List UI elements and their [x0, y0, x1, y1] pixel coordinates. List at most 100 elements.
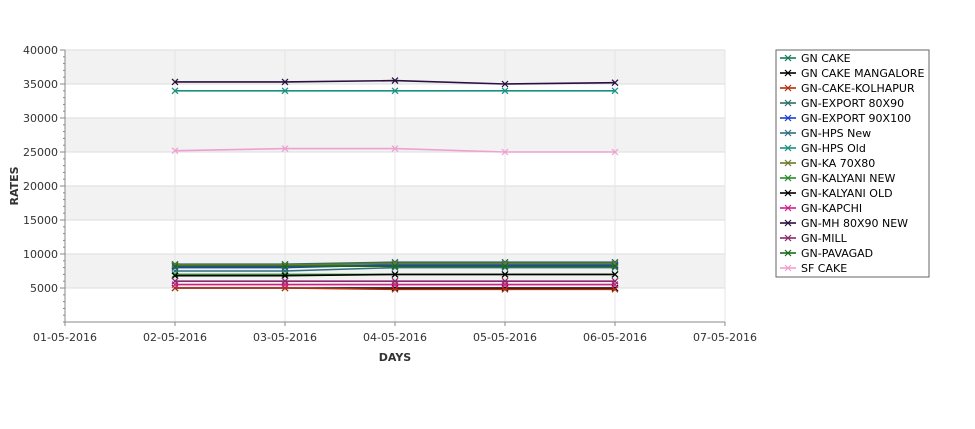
x-tick-label: 01-05-2016 — [33, 331, 97, 344]
y-tick-label: 15000 — [23, 214, 58, 227]
data-point — [501, 148, 509, 156]
y-tick-label: 20000 — [23, 180, 58, 193]
legend-marker — [784, 249, 792, 257]
data-point — [171, 272, 179, 280]
legend-marker — [784, 264, 792, 272]
legend-marker — [784, 54, 792, 62]
data-point — [391, 277, 399, 285]
y-tick-label: 5000 — [30, 282, 58, 295]
series-gn-pavagad — [171, 262, 619, 270]
x-tick-label: 02-05-2016 — [143, 331, 207, 344]
y-axis-ticks: 5000 10000 15000 20000 25000 30000 35000 40000 — [23, 44, 65, 295]
data-point — [611, 87, 619, 95]
data-point — [391, 87, 399, 95]
legend-marker — [784, 204, 792, 212]
x-tick-label: 05-05-2016 — [473, 331, 537, 344]
legend-label: GN-EXPORT 90X100 — [801, 112, 911, 125]
legend-entry: GN-MH 80X90 NEW — [780, 217, 908, 230]
data-point — [501, 270, 509, 278]
data-point — [501, 262, 509, 270]
series-gn-kalyani-old — [171, 270, 619, 280]
y-tick-label: 30000 — [23, 112, 58, 125]
legend-label: GN-KALYANI NEW — [801, 172, 895, 185]
data-point — [391, 145, 399, 153]
legend-label: SF CAKE — [801, 262, 847, 275]
data-point — [171, 147, 179, 155]
legend-marker — [784, 189, 792, 197]
x-axis-title: DAYS — [379, 351, 412, 364]
y-tick-label: 25000 — [23, 146, 58, 159]
legend-marker — [784, 114, 792, 122]
legend-entry: GN-KALYANI NEW — [780, 172, 895, 185]
legend-label: GN CAKE MANGALORE — [801, 67, 924, 80]
series-gn-mill — [171, 277, 619, 285]
data-point — [171, 78, 179, 86]
legend-label: GN-KALYANI OLD — [801, 187, 893, 200]
legend-entry: GN CAKE MANGALORE — [780, 67, 924, 80]
data-point — [611, 79, 619, 87]
legend-label: GN CAKE — [801, 52, 851, 65]
legend-marker — [784, 234, 792, 242]
data-point — [391, 270, 399, 278]
series-gn-kapchi — [171, 281, 619, 289]
data-point — [611, 270, 619, 278]
data-point — [501, 277, 509, 285]
data-point — [501, 87, 509, 95]
legend: GN CAKE GN CAKE MANGALORE GN-CAKE-KOLHAPUR… — [775, 49, 930, 278]
series-lines — [171, 77, 619, 293]
data-point — [391, 262, 399, 270]
legend-marker — [784, 99, 792, 107]
legend-entry: GN-HPS Old — [780, 142, 866, 155]
series-gn-hps-old — [171, 87, 619, 95]
y-axis-title: RATES — [8, 166, 21, 205]
data-point — [171, 87, 179, 95]
legend-marker — [784, 144, 792, 152]
legend-marker — [784, 129, 792, 137]
legend-entry: GN-PAVAGAD — [780, 247, 873, 260]
data-point — [281, 277, 289, 285]
legend-entry: GN-CAKE-KOLHAPUR — [780, 82, 915, 95]
legend-marker — [784, 219, 792, 227]
legend-entry: GN-MILL — [780, 232, 848, 245]
legend-marker — [784, 84, 792, 92]
data-point — [611, 277, 619, 285]
data-point — [281, 78, 289, 86]
y-tick-label: 40000 — [23, 44, 58, 57]
data-point — [171, 262, 179, 270]
legend-label: GN-KA 70X80 — [801, 157, 875, 170]
legend-label: GN-HPS Old — [801, 142, 866, 155]
legend-label: GN-KAPCHI — [801, 202, 862, 215]
legend-marker — [784, 69, 792, 77]
legend-marker — [784, 159, 792, 167]
data-point — [281, 272, 289, 280]
legend-label: GN-PAVAGAD — [801, 247, 873, 260]
legend-label: GN-CAKE-KOLHAPUR — [801, 82, 915, 95]
legend-label: GN-MH 80X90 NEW — [801, 217, 908, 230]
series-sf-cake — [171, 145, 619, 156]
y-tick-label: 10000 — [23, 248, 58, 261]
legend-entry: GN CAKE — [780, 52, 851, 65]
legend-entry: GN-EXPORT 90X100 — [780, 112, 911, 125]
legend-marker — [784, 174, 792, 182]
legend-entry: SF CAKE — [780, 262, 847, 275]
x-tick-label: 07-05-2016 — [693, 331, 757, 344]
x-tick-label: 04-05-2016 — [363, 331, 427, 344]
data-point — [611, 148, 619, 156]
legend-entry: GN-KA 70X80 — [780, 157, 875, 170]
data-point — [281, 262, 289, 270]
data-point — [611, 262, 619, 270]
legend-label: GN-MILL — [801, 232, 848, 245]
legend-entry: GN-KALYANI OLD — [780, 187, 893, 200]
legend-entry: GN-KAPCHI — [780, 202, 862, 215]
x-tick-label: 06-05-2016 — [583, 331, 647, 344]
data-point — [391, 77, 399, 85]
legend-entry: GN-EXPORT 80X90 — [780, 97, 904, 110]
legend-label: GN-HPS New — [801, 127, 871, 140]
data-point — [281, 145, 289, 153]
y-tick-label: 35000 — [23, 78, 58, 91]
series-gn-mh-80x90-new — [171, 77, 619, 88]
legend-box — [775, 49, 930, 278]
legend-label: GN-EXPORT 80X90 — [801, 97, 904, 110]
data-point — [281, 87, 289, 95]
